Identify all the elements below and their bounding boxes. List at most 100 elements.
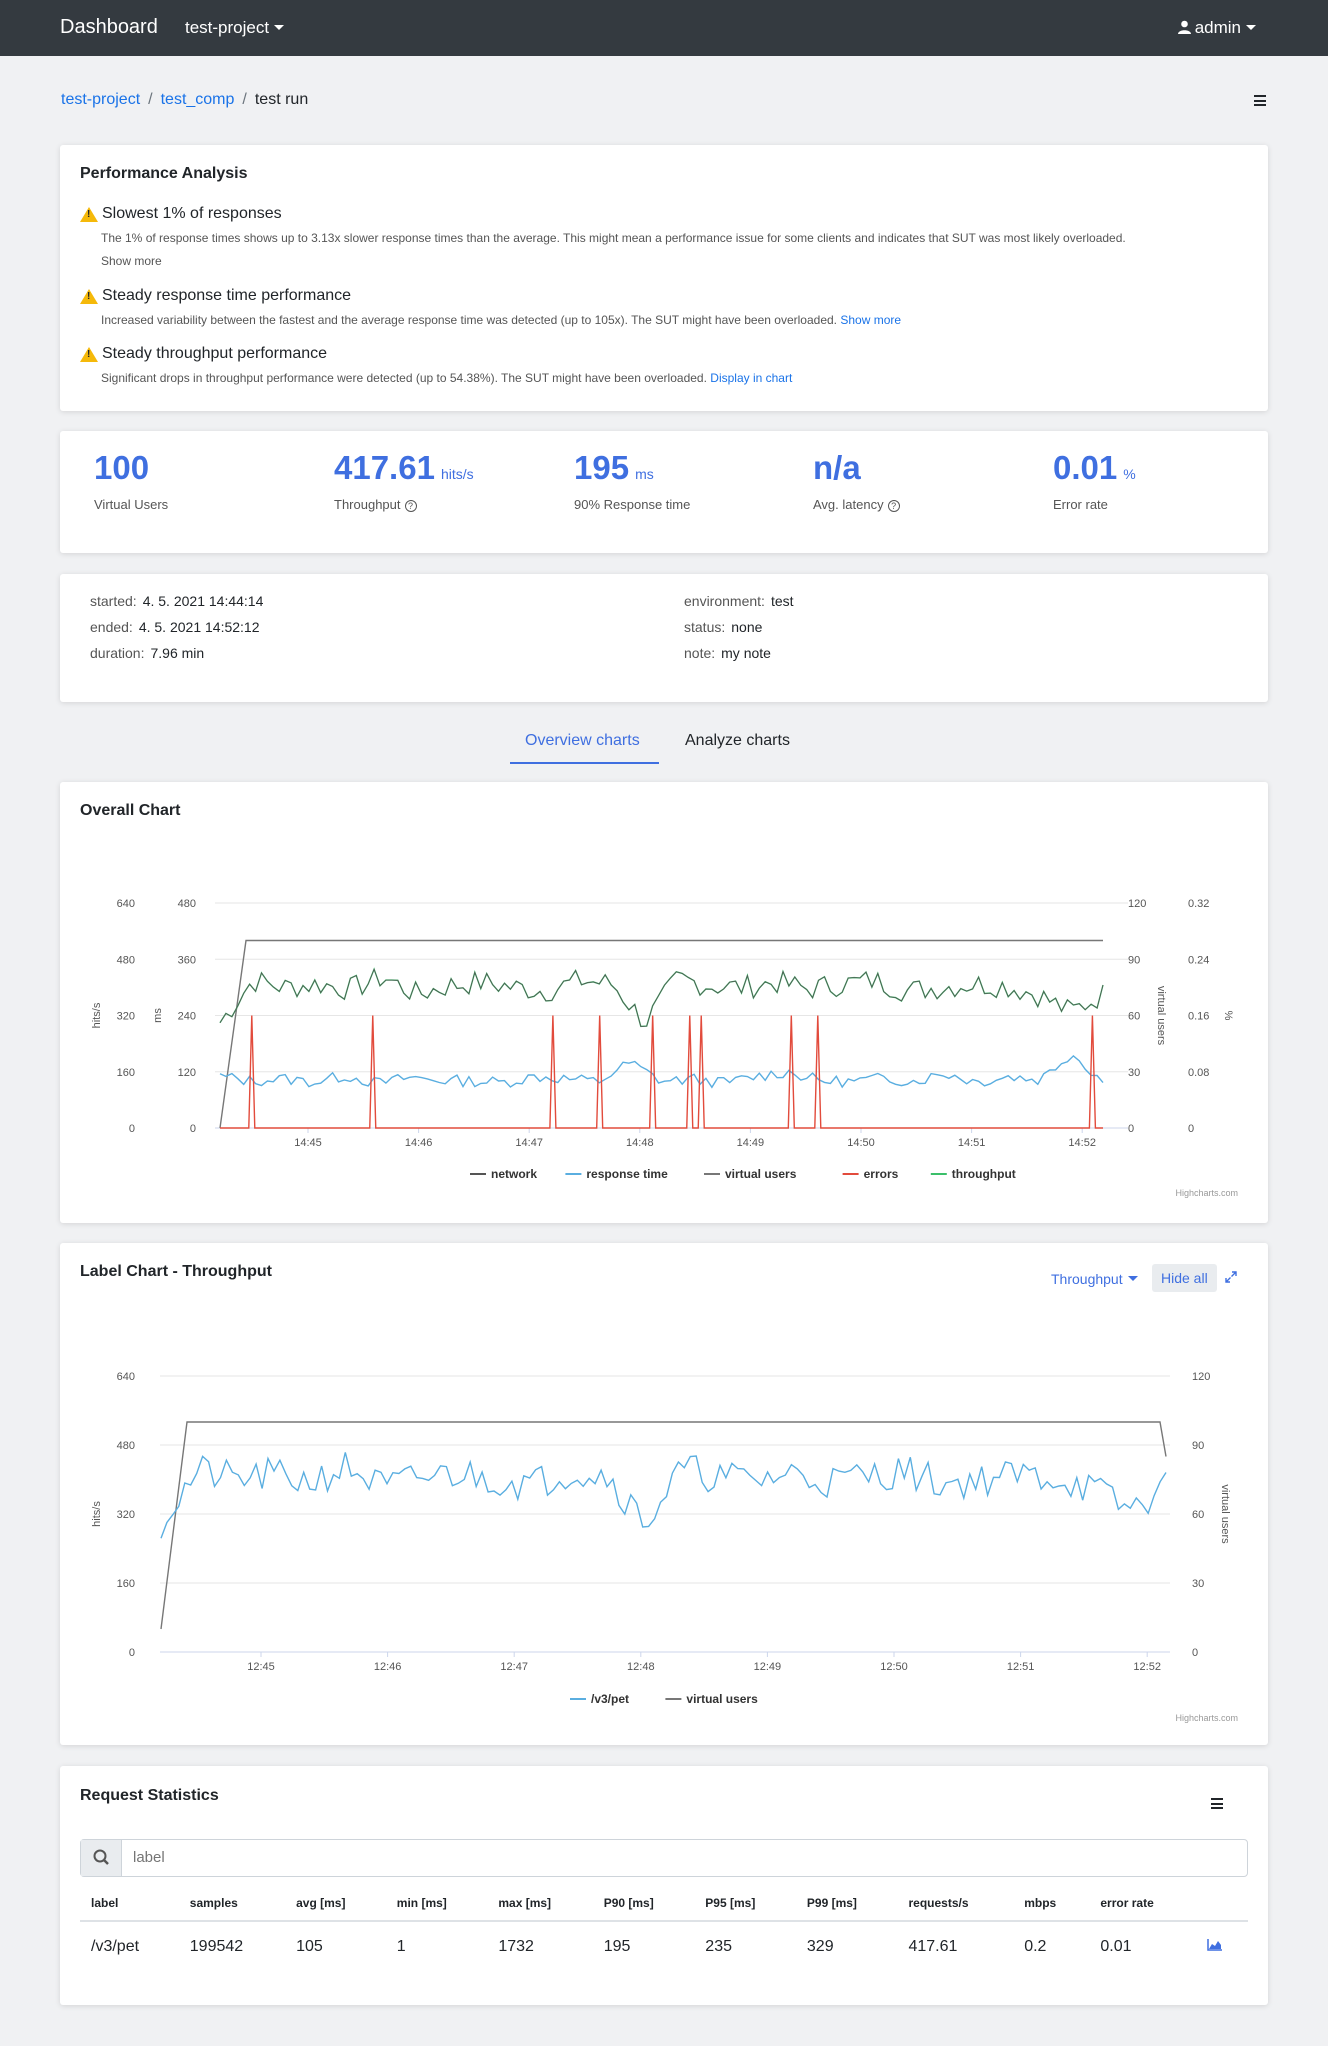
card-title: Request Statistics: [80, 1787, 219, 1804]
axis-tick-label: 90: [1192, 1440, 1204, 1452]
axis-tick-label: 90: [1128, 954, 1140, 966]
chart-credit: Highcharts.com: [1175, 1713, 1238, 1723]
axis-tick-label: 0: [1128, 1123, 1134, 1135]
stat-number: 0.01: [1053, 449, 1118, 486]
active-tab-indicator: [510, 762, 659, 764]
chart-icon[interactable]: [1196, 1921, 1248, 1972]
show-more-link[interactable]: Show more: [840, 313, 902, 327]
stat-virtual-users: 100 Virtual Users: [94, 449, 168, 512]
hide-all-button[interactable]: Hide all: [1152, 1264, 1217, 1292]
show-more-link[interactable]: Show more: [101, 254, 162, 268]
run-details-card: started: 4. 5. 2021 14:44:14 ended: 4. 5. …: [60, 574, 1268, 702]
chart-credit: Highcharts.com: [1175, 1188, 1238, 1198]
search-input[interactable]: [133, 1849, 1233, 1866]
column-header[interactable]: P99 [ms]: [795, 1886, 898, 1922]
column-header[interactable]: label: [80, 1886, 179, 1922]
x-tick-label: 12:45: [247, 1661, 275, 1673]
legend-item: response time: [586, 1167, 668, 1181]
detail-key: ended:: [90, 619, 133, 635]
legend-item: throughput: [952, 1167, 1016, 1181]
series-line-errors: [220, 1015, 1103, 1129]
stat-label: Throughput?: [334, 497, 474, 512]
menu-icon[interactable]: [1254, 95, 1266, 106]
series-line-throughput: [219, 967, 1104, 1028]
axis-tick-label: 120: [178, 1067, 196, 1079]
axis-tick-label: 0: [190, 1123, 196, 1135]
table-cell: 105: [296, 1938, 323, 1955]
stat-value: 100: [94, 449, 168, 487]
axis-title: %: [1222, 1011, 1234, 1021]
axis-tick-label: 480: [178, 898, 196, 910]
help-icon[interactable]: ?: [404, 500, 417, 512]
stat-unit: %: [1123, 466, 1136, 482]
stat-label: Avg. latency?: [813, 497, 900, 512]
axis-tick-label: 0: [1192, 1647, 1198, 1659]
stat-label-text: Throughput: [334, 497, 401, 512]
table-cell: 0.2: [1024, 1938, 1047, 1955]
detail-key: status:: [684, 619, 726, 635]
breadcrumb-component[interactable]: test_comp: [160, 91, 235, 108]
table-cell: 235: [705, 1938, 732, 1955]
user-name: admin: [1194, 18, 1241, 37]
display-in-chart-link[interactable]: Display in chart: [710, 371, 793, 385]
column-header[interactable]: avg [ms]: [285, 1886, 386, 1922]
analysis-item-title: Steady throughput performance: [102, 345, 328, 362]
stat-unit: ms: [635, 466, 654, 482]
axis-title: hits/s: [91, 1002, 103, 1028]
column-header[interactable]: mbps: [1013, 1886, 1090, 1922]
stat-value: n/a: [813, 449, 900, 487]
column-header[interactable]: samples: [178, 1886, 286, 1922]
project-dropdown[interactable]: test-project: [185, 18, 285, 38]
detail-value: 4. 5. 2021 14:44:14: [142, 593, 264, 609]
search-box: [80, 1839, 1248, 1877]
label-chart: 0 0 160 30 320 60 480 90 640 120 hits/s virtual use…: [91, 1371, 1238, 1723]
column-header[interactable]: P90 [ms]: [592, 1886, 695, 1922]
column-header[interactable]: error rate: [1089, 1886, 1196, 1922]
x-tick-label: 14:48: [626, 1137, 654, 1149]
axis-tick-label: 240: [178, 1011, 196, 1023]
x-tick-label: 12:52: [1133, 1661, 1161, 1673]
tab-overview-charts[interactable]: Overview charts: [525, 732, 640, 749]
axis-tick-label: 0.08: [1188, 1067, 1209, 1079]
detail-duration: duration: 7.96 min: [90, 645, 204, 661]
table-cell: /v3/pet: [91, 1938, 140, 1955]
column-header[interactable]: P95 [ms]: [694, 1886, 796, 1922]
detail-value: none: [731, 619, 763, 635]
chevron-down-icon: [1127, 1276, 1138, 1281]
x-tick-label: 14:45: [294, 1137, 322, 1149]
user-menu[interactable]: admin: [1177, 18, 1256, 38]
help-icon[interactable]: ?: [887, 500, 900, 512]
detail-started: started: 4. 5. 2021 14:44:14: [90, 593, 263, 609]
axis-tick-label: 0: [129, 1123, 135, 1135]
x-tick-label: 14:49: [737, 1137, 765, 1149]
axis-title: ms: [152, 1008, 164, 1023]
metric-dropdown[interactable]: Throughput: [1051, 1271, 1138, 1287]
expand-icon[interactable]: [1225, 1271, 1237, 1283]
stat-error-rate: 0.01% Error rate: [1053, 449, 1136, 512]
summary-stats-card: 100 Virtual Users 417.61 hits/s Throughpu…: [60, 431, 1268, 553]
breadcrumb-project[interactable]: test-project: [61, 91, 141, 108]
axis-tick-label: 160: [117, 1578, 135, 1590]
detail-key: environment:: [684, 593, 765, 609]
stat-unit: hits/s: [440, 466, 474, 482]
brand-link[interactable]: Dashboard: [60, 16, 158, 38]
stat-response-time: 195 ms 90% Response time: [574, 449, 690, 512]
column-header[interactable]: min [ms]: [385, 1886, 488, 1922]
breadcrumb: test-project / test_comp / test run: [61, 91, 308, 109]
column-header[interactable]: requests/s: [897, 1886, 1014, 1922]
x-tick-label: 12:47: [500, 1661, 528, 1673]
x-tick-label: 14:50: [847, 1137, 875, 1149]
chevron-down-icon: [1246, 25, 1256, 30]
table-cell: 195: [603, 1938, 631, 1955]
warning-icon: [80, 289, 98, 304]
legend-item: errors: [864, 1167, 899, 1181]
tab-analyze-charts[interactable]: Analyze charts: [685, 732, 790, 749]
analysis-item-desc-wrap: Increased variability between the fastes…: [101, 313, 901, 327]
axis-tick-label: 30: [1192, 1578, 1204, 1590]
menu-icon[interactable]: [1211, 1798, 1223, 1809]
stat-label: Virtual Users: [94, 497, 169, 512]
stat-number: n/a: [813, 449, 861, 486]
column-header[interactable]: max [ms]: [487, 1886, 593, 1922]
x-tick-label: 14:46: [405, 1137, 433, 1149]
